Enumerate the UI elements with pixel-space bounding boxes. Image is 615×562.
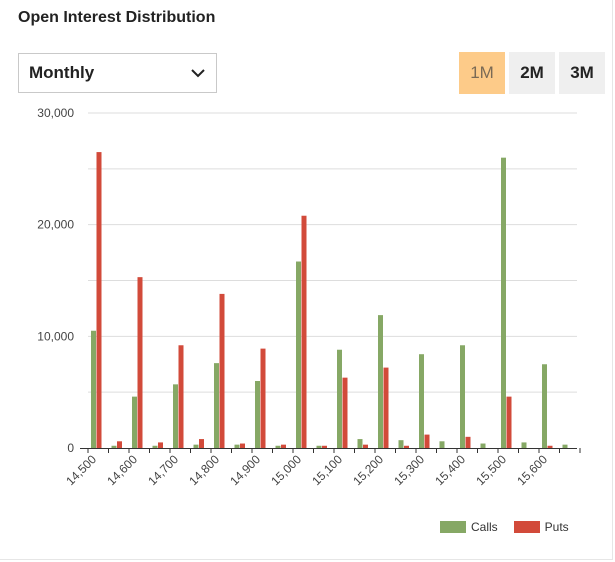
chevron-down-icon xyxy=(190,65,206,81)
x-tick-label: 15,000 xyxy=(268,452,304,488)
x-tick-label: 14,600 xyxy=(104,452,140,488)
calls-bar[interactable] xyxy=(337,349,342,448)
puts-bar[interactable] xyxy=(281,444,286,448)
x-tick-label: 15,400 xyxy=(432,452,468,488)
calls-bar[interactable] xyxy=(521,442,527,448)
calls-bar[interactable] xyxy=(460,345,465,448)
calls-bar[interactable] xyxy=(542,364,547,448)
calls-bar[interactable] xyxy=(378,315,383,448)
calls-bar[interactable] xyxy=(562,444,568,448)
x-tick-label: 15,200 xyxy=(350,452,386,488)
calls-bar[interactable] xyxy=(275,445,281,448)
period-select-value: Monthly xyxy=(29,63,95,82)
puts-bar[interactable] xyxy=(301,215,307,448)
calls-bar[interactable] xyxy=(173,384,178,448)
calls-bar[interactable] xyxy=(398,440,404,448)
legend-label-puts: Puts xyxy=(544,520,569,534)
y-tick-label: 30,000 xyxy=(37,106,74,120)
x-tick-label: 14,500 xyxy=(63,452,99,488)
puts-bar[interactable] xyxy=(363,444,368,448)
legend-swatch-puts xyxy=(513,521,540,533)
puts-bar[interactable] xyxy=(506,396,512,448)
calls-bar[interactable] xyxy=(132,396,137,448)
legend-label-calls: Calls xyxy=(471,520,498,534)
calls-bar[interactable] xyxy=(91,330,96,448)
puts-bar[interactable] xyxy=(260,348,266,448)
range-button-3m[interactable]: 3M xyxy=(559,52,605,94)
chart-title: Open Interest Distribution xyxy=(18,9,216,26)
puts-bar[interactable] xyxy=(465,436,471,448)
puts-bar[interactable] xyxy=(158,442,163,448)
x-tick-label: 14,800 xyxy=(186,452,222,488)
puts-bar[interactable] xyxy=(547,445,553,448)
puts-bar[interactable] xyxy=(219,293,225,448)
chart-legend: Calls Puts xyxy=(440,520,569,534)
puts-bar[interactable] xyxy=(404,445,409,448)
range-buttons: 1M 2M 3M xyxy=(459,52,605,94)
puts-bar[interactable] xyxy=(96,152,102,449)
x-tick-label: 14,700 xyxy=(145,452,181,488)
puts-bar[interactable] xyxy=(322,445,327,448)
calls-bar[interactable] xyxy=(316,445,322,448)
calls-bar[interactable] xyxy=(214,363,219,448)
calls-bar[interactable] xyxy=(111,445,117,448)
puts-bar[interactable] xyxy=(383,367,389,448)
y-tick-label: 10,000 xyxy=(37,329,74,343)
calls-bar[interactable] xyxy=(234,444,240,448)
calls-bar[interactable] xyxy=(480,443,486,448)
calls-bar[interactable] xyxy=(357,439,363,448)
calls-bar[interactable] xyxy=(296,261,301,448)
range-button-2m[interactable]: 2M xyxy=(509,52,555,94)
x-tick-label: 15,600 xyxy=(514,452,550,488)
legend-item-puts[interactable]: Puts xyxy=(513,520,569,534)
legend-swatch-calls xyxy=(440,521,466,533)
range-button-1m[interactable]: 1M xyxy=(459,52,505,94)
puts-bar[interactable] xyxy=(199,439,204,448)
puts-bar[interactable] xyxy=(137,277,143,448)
x-tick-label: 15,100 xyxy=(309,452,345,488)
puts-bar[interactable] xyxy=(178,345,184,448)
calls-bar[interactable] xyxy=(439,441,445,448)
calls-bar[interactable] xyxy=(255,381,260,448)
y-tick-label: 20,000 xyxy=(37,218,74,232)
puts-bar[interactable] xyxy=(117,441,122,448)
x-tick-label: 14,900 xyxy=(227,452,263,488)
puts-bar[interactable] xyxy=(240,443,245,448)
calls-bar[interactable] xyxy=(419,354,424,448)
x-tick-label: 15,500 xyxy=(473,452,509,488)
calls-bar[interactable] xyxy=(193,444,199,448)
puts-bar[interactable] xyxy=(424,434,430,448)
puts-bar[interactable] xyxy=(342,377,348,448)
period-select[interactable]: Monthly xyxy=(18,53,217,93)
legend-item-calls[interactable]: Calls xyxy=(440,520,498,534)
calls-bar[interactable] xyxy=(501,157,506,448)
calls-bar[interactable] xyxy=(152,445,158,448)
y-tick-label: 0 xyxy=(67,441,74,455)
x-tick-label: 15,300 xyxy=(391,452,427,488)
